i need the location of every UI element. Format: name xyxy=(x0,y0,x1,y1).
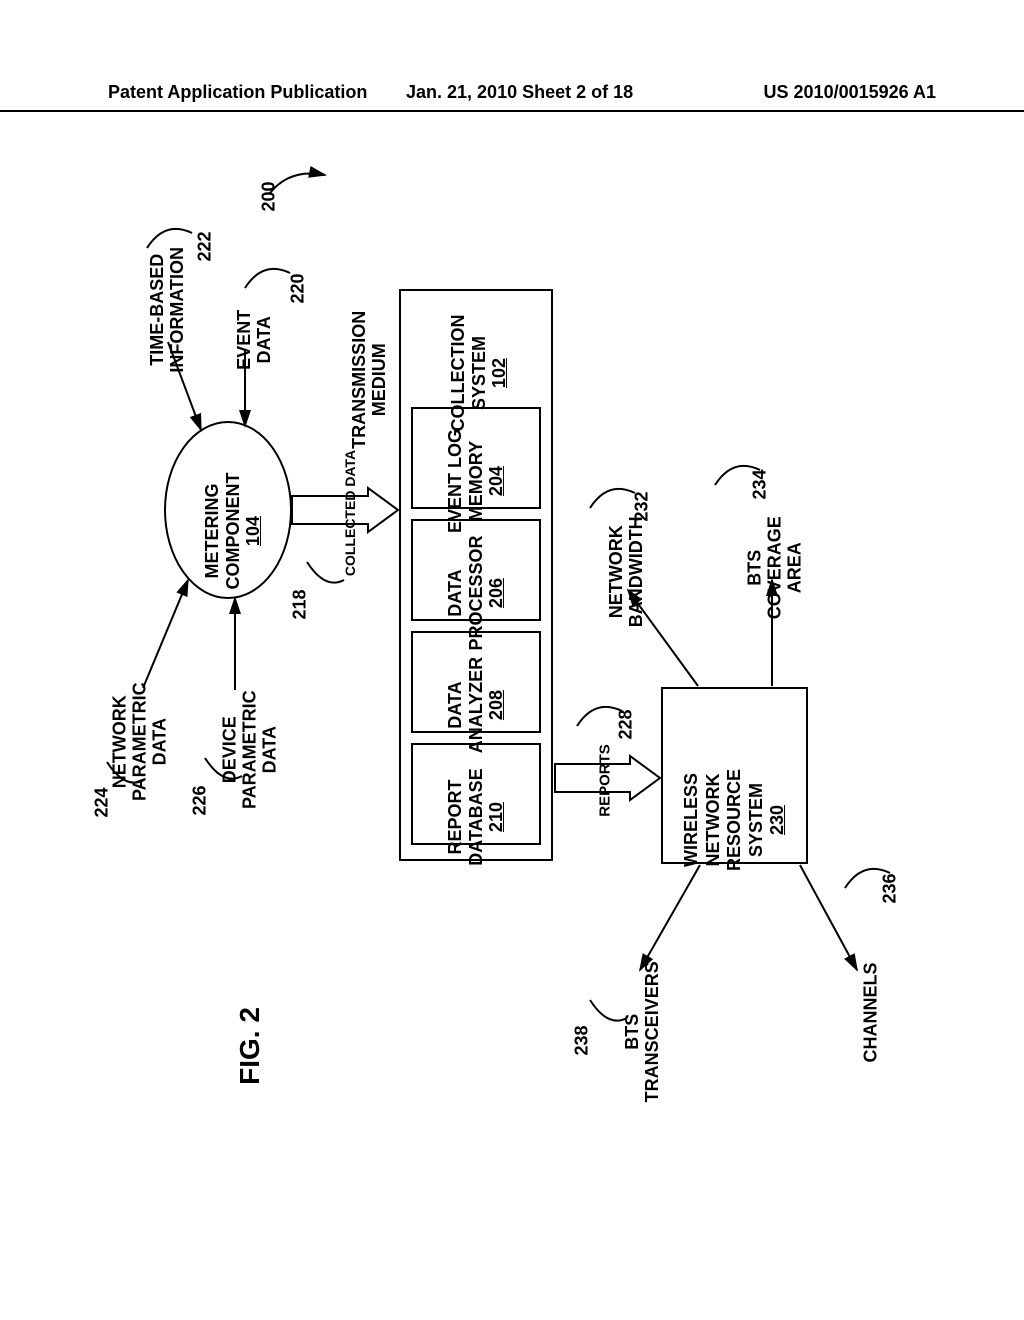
reports-ref: 228 xyxy=(616,705,637,745)
transceivers-label: BTS TRANSCEIVERS xyxy=(623,957,663,1107)
coverage-label: BTS COVERAGE AREA xyxy=(745,503,804,633)
collected-data-label: COLLECTED DATA xyxy=(342,433,358,593)
channels-label: CHANNELS xyxy=(861,948,882,1078)
device-param-ref: 226 xyxy=(190,781,211,821)
page-header: Patent Application Publication Jan. 21, … xyxy=(0,82,1024,112)
transmission-ref: 218 xyxy=(290,585,311,625)
event-data-ref: 220 xyxy=(288,269,309,309)
bandwidth-ref: 232 xyxy=(632,487,653,527)
wireless-label: WIRELESS NETWORK RESOURCE SYSTEM 230 xyxy=(681,755,789,885)
metering-label: METERING COMPONENT 104 xyxy=(202,466,264,596)
module-0: EVENT LOG MEMORY 204 xyxy=(445,421,507,541)
figure-diagram: 200 EVENT DATA 220 TIME-BASED INFORMATIO… xyxy=(100,130,924,1230)
time-based-ref: 222 xyxy=(195,227,216,267)
network-param-label: NETWORK PARAMETRIC DATA xyxy=(110,672,169,812)
figure-label: FIG. 2 xyxy=(234,986,266,1106)
channels-ref: 236 xyxy=(880,869,901,909)
event-data-label: EVENT DATA xyxy=(235,295,275,385)
network-param-ref: 224 xyxy=(92,783,113,823)
coverage-ref: 234 xyxy=(750,465,771,505)
collection-title: COLLECTION SYSTEM 102 xyxy=(448,313,510,433)
header-right: US 2010/0015926 A1 xyxy=(764,82,936,103)
module-2: DATA ANALYZER 208 xyxy=(445,645,507,765)
module-1: DATA PROCESSOR 206 xyxy=(445,533,507,653)
time-based-label: TIME-BASED INFORMATION xyxy=(148,240,188,380)
system-ref: 200 xyxy=(259,172,280,222)
header-center: Jan. 21, 2010 Sheet 2 of 18 xyxy=(406,82,633,103)
module-3: REPORT DATABASE 210 xyxy=(445,757,507,877)
reports-label: REPORTS xyxy=(597,736,614,826)
header-left: Patent Application Publication xyxy=(108,82,367,103)
device-param-label: DEVICE PARAMETRIC DATA xyxy=(220,680,279,820)
transceivers-ref: 238 xyxy=(572,1021,593,1061)
